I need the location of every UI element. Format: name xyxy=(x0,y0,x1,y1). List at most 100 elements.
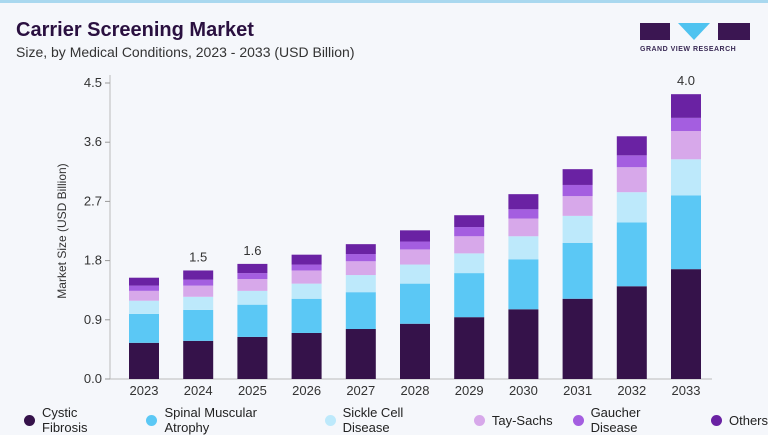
legend-marker xyxy=(24,414,35,426)
bar-segment-spinal-muscular-atrophy-2028 xyxy=(400,283,430,324)
bar-segment-cystic-fibrosis-2031 xyxy=(562,298,593,379)
bar-segment-spinal-muscular-atrophy-2032 xyxy=(616,222,647,287)
bar-segment-spinal-muscular-atrophy-2030 xyxy=(508,259,539,310)
bar-segment-gaucher-disease-2031 xyxy=(562,184,593,197)
bar-segment-others-2029 xyxy=(454,215,485,228)
chart-subtitle: Size, by Medical Conditions, 2023 - 2033… xyxy=(16,44,355,60)
bar-segment-tay-sachs-2024 xyxy=(183,285,214,297)
bar-segment-others-2024 xyxy=(183,270,214,280)
legend-item: Others xyxy=(710,405,768,435)
bar-segment-spinal-muscular-atrophy-2027 xyxy=(345,292,376,330)
bar-segment-cystic-fibrosis-2028 xyxy=(400,323,430,379)
legend-item: Gaucher Disease xyxy=(572,405,691,435)
stacked-bar-chart: 0.0 0.9 1.8 2.7 3.6 4.5 Market Size (USD Billi… xyxy=(55,73,712,398)
bar-segment-cystic-fibrosis-2027 xyxy=(345,329,376,379)
bar-segment-sickle-cell-disease-2033 xyxy=(671,159,701,196)
bar-segment-sickle-cell-disease-2028 xyxy=(400,264,430,284)
bar-segment-cystic-fibrosis-2026 xyxy=(291,332,322,379)
bar-segment-tay-sachs-2033 xyxy=(671,131,701,160)
bar-segment-others-2027 xyxy=(345,244,376,255)
bar-segment-cystic-fibrosis-2033 xyxy=(671,269,701,379)
x-tick-label: 2029 xyxy=(455,383,484,398)
legend-label: Sickle Cell Disease xyxy=(342,405,404,435)
bar-segment-cystic-fibrosis-2024 xyxy=(183,340,214,379)
bar-segment-sickle-cell-disease-2029 xyxy=(454,253,485,274)
bar-segment-tay-sachs-2029 xyxy=(454,236,485,254)
bar-segment-gaucher-disease-2030 xyxy=(508,209,539,219)
legend: Cystic Fibrosis Spinal Muscular Atrophy Si… xyxy=(24,405,768,435)
x-tick-label: 2028 xyxy=(401,383,430,398)
data-label: 4.0 xyxy=(677,73,695,88)
bar-segment-others-2031 xyxy=(562,169,593,185)
bar-segment-others-2025 xyxy=(237,263,268,274)
legend-marker xyxy=(710,414,722,426)
bar-segment-gaucher-disease-2026 xyxy=(291,264,322,271)
y-tick-label: 4.5 xyxy=(84,75,102,90)
bar-segment-others-2023 xyxy=(129,277,159,286)
data-label: 1.5 xyxy=(189,249,207,264)
bar-segment-gaucher-disease-2027 xyxy=(345,254,376,262)
legend-marker xyxy=(146,414,158,426)
bar-segment-tay-sachs-2023 xyxy=(129,290,159,301)
y-axis-label: Market Size (USD Billion) xyxy=(55,163,69,298)
grand-view-research-logo: GRAND VIEW RESEARCH xyxy=(640,21,760,53)
x-tick-label: 2027 xyxy=(346,383,375,398)
legend-item: Cystic Fibrosis xyxy=(24,405,126,435)
bar-segment-tay-sachs-2027 xyxy=(345,261,376,276)
bar-segment-others-2032 xyxy=(616,136,647,156)
x-tick-label: 2024 xyxy=(184,383,213,398)
x-tick-label: 2030 xyxy=(509,383,538,398)
x-tick-label: 2023 xyxy=(130,383,159,398)
x-tick-label: 2031 xyxy=(563,383,592,398)
y-tick-label: 0.0 xyxy=(84,371,102,386)
legend-marker xyxy=(473,414,485,426)
bar-segment-gaucher-disease-2029 xyxy=(454,227,485,237)
bar-segment-others-2028 xyxy=(400,230,430,242)
bar-segment-gaucher-disease-2028 xyxy=(400,241,430,250)
bar-segment-cystic-fibrosis-2032 xyxy=(616,286,647,379)
bar-segment-tay-sachs-2028 xyxy=(400,249,430,265)
x-tick-label: 2033 xyxy=(672,383,701,398)
legend-marker xyxy=(324,414,336,426)
bar-segment-tay-sachs-2026 xyxy=(291,270,322,284)
bar-segment-cystic-fibrosis-2023 xyxy=(129,342,159,379)
bar-segment-gaucher-disease-2025 xyxy=(237,273,268,280)
logo-text: GRAND VIEW RESEARCH xyxy=(640,46,737,53)
data-label: 1.6 xyxy=(243,243,261,258)
bar-segment-others-2030 xyxy=(508,194,539,210)
legend-item: Tay-Sachs xyxy=(473,405,553,435)
bar-segment-sickle-cell-disease-2030 xyxy=(508,236,539,260)
legend-label: Others xyxy=(728,412,768,428)
legend-label: Gaucher Disease xyxy=(590,405,641,435)
y-tick-label: 3.6 xyxy=(84,134,102,149)
x-tick-label: 2025 xyxy=(238,383,267,398)
bar-segment-sickle-cell-disease-2024 xyxy=(183,296,214,310)
x-tick-label: 2026 xyxy=(292,383,321,398)
bar-segment-tay-sachs-2032 xyxy=(616,167,647,193)
bar-segment-spinal-muscular-atrophy-2031 xyxy=(562,242,593,299)
bar-segment-gaucher-disease-2032 xyxy=(616,155,647,168)
legend-marker xyxy=(572,414,584,426)
bar-segment-tay-sachs-2030 xyxy=(508,218,539,237)
bar-segment-others-2026 xyxy=(291,254,322,265)
bar-segment-sickle-cell-disease-2025 xyxy=(237,290,268,305)
bar-segment-spinal-muscular-atrophy-2023 xyxy=(129,313,159,343)
bar-segment-spinal-muscular-atrophy-2033 xyxy=(671,195,701,270)
bar-segment-tay-sachs-2031 xyxy=(562,196,593,216)
bar-segment-cystic-fibrosis-2025 xyxy=(237,336,268,379)
bar-segment-spinal-muscular-atrophy-2024 xyxy=(183,309,214,341)
legend-label: Tay-Sachs xyxy=(491,412,553,428)
legend-item: Sickle Cell Disease xyxy=(324,405,454,435)
bar-segment-gaucher-disease-2024 xyxy=(183,279,214,286)
bar-segment-gaucher-disease-2033 xyxy=(671,117,701,132)
legend-item: Spinal Muscular Atrophy xyxy=(146,405,304,435)
legend-label: Cystic Fibrosis xyxy=(42,405,88,435)
bar-segment-spinal-muscular-atrophy-2029 xyxy=(454,273,485,318)
bar-segment-cystic-fibrosis-2029 xyxy=(454,317,485,379)
bar-segment-tay-sachs-2025 xyxy=(237,279,268,291)
y-tick-label: 2.7 xyxy=(84,193,102,208)
bar-segment-sickle-cell-disease-2032 xyxy=(616,192,647,223)
bar-segment-sickle-cell-disease-2023 xyxy=(129,300,159,314)
bar-segment-spinal-muscular-atrophy-2025 xyxy=(237,304,268,337)
legend-label: Spinal Muscular Atrophy xyxy=(164,405,257,435)
